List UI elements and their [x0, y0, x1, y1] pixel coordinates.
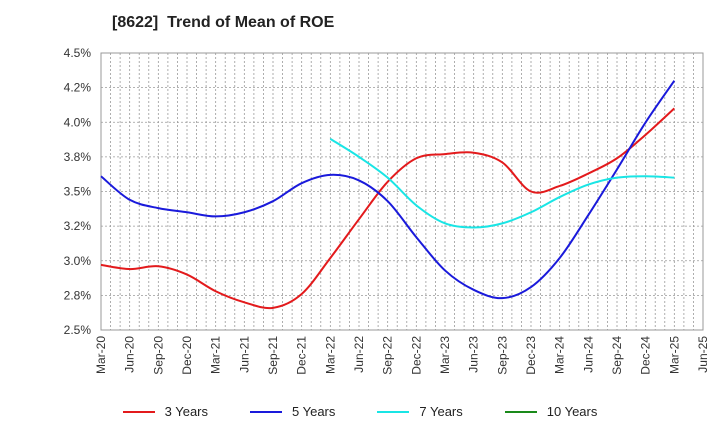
x-tick-label: Mar-21	[209, 336, 223, 374]
legend-item-10-years: 10 Years	[504, 404, 598, 419]
x-tick-label: Dec-24	[639, 336, 653, 375]
legend-item-7-years: 7 Years	[377, 404, 463, 419]
y-tick-label: 4.5%	[64, 46, 92, 60]
legend-label: 3 Years	[164, 404, 208, 419]
legend-item-5-years: 5 Years	[250, 404, 335, 419]
x-tick-label: Dec-21	[295, 336, 309, 375]
plot-border	[100, 52, 704, 331]
legend-label: 10 Years	[546, 404, 598, 419]
x-tick-label: Dec-23	[524, 336, 538, 375]
x-tick-label: Jun-22	[352, 336, 366, 373]
x-tick-label: Dec-20	[180, 336, 194, 375]
y-tick-label: 2.5%	[64, 323, 92, 337]
x-tick-label: Jun-21	[237, 336, 251, 373]
y-tick-label: 3.2%	[64, 219, 92, 233]
legend-swatch	[504, 410, 537, 413]
x-tick-label: Jun-20	[123, 336, 137, 373]
x-tick-label: Mar-23	[438, 336, 452, 374]
x-tick-label: Dec-22	[409, 336, 423, 375]
legend-swatch	[250, 410, 282, 413]
y-axis-ticks: 2.5% 2.8% 3.0% 3.2% 3.5% 3.8% 4.0% 4.2% 4.5%	[64, 46, 92, 337]
series-lines	[100, 80, 676, 310]
y-tick-label: 3.0%	[64, 254, 92, 268]
x-tick-label: Mar-22	[323, 336, 337, 374]
x-tick-label: Mar-24	[553, 336, 567, 374]
y-tick-label: 4.0%	[64, 115, 92, 129]
chart-title: [8622] Trend of Mean of ROE	[112, 14, 335, 31]
series-line-3-years	[100, 107, 676, 310]
y-tick-label: 3.8%	[64, 150, 92, 164]
y-tick-label: 3.5%	[64, 185, 92, 199]
legend-swatch	[377, 410, 410, 413]
x-tick-label: Sep-21	[266, 336, 280, 375]
x-tick-label: Jun-23	[467, 336, 481, 373]
y-tick-label: 2.8%	[64, 288, 92, 302]
x-tick-label: Jun-24	[581, 336, 595, 373]
legend-item-3-years: 3 Years	[122, 404, 208, 419]
series-line-5-years	[100, 80, 676, 300]
x-tick-label: Sep-23	[495, 336, 509, 375]
legend-label: 5 Years	[292, 404, 336, 419]
legend-swatch	[122, 410, 155, 413]
x-tick-label: Sep-20	[151, 336, 165, 375]
x-tick-label: Mar-20	[94, 336, 108, 374]
series-line-7-years	[329, 138, 675, 229]
x-tick-label: Jun-25	[696, 336, 710, 373]
x-axis-ticks: Mar-20 Jun-20 Sep-20 Dec-20 Mar-21 Jun-21 Sep-…	[94, 336, 710, 375]
y-tick-label: 4.2%	[64, 81, 92, 95]
x-tick-label: Mar-25	[667, 336, 681, 374]
x-tick-label: Sep-22	[381, 336, 395, 375]
legend: 3 Years 5 Years 7 Years 10 Years	[0, 404, 720, 419]
x-tick-label: Sep-24	[610, 336, 624, 375]
legend-label: 7 Years	[419, 404, 463, 419]
